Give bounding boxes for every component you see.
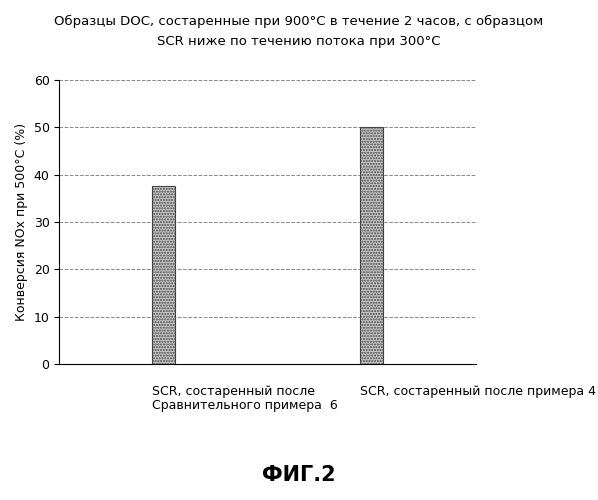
Bar — [152, 186, 175, 364]
Text: ФИГ.2: ФИГ.2 — [262, 465, 336, 485]
Text: Образцы DOC, состаренные при 900°C в течение 2 часов, с образцом: Образцы DOC, состаренные при 900°C в теч… — [54, 15, 544, 28]
Bar — [360, 128, 383, 364]
Text: SCR, состаренный после: SCR, состаренный после — [152, 385, 315, 398]
Text: Сравнительного примера  6: Сравнительного примера 6 — [152, 400, 338, 412]
Text: SCR, состаренный после примера 4: SCR, состаренный после примера 4 — [360, 385, 596, 398]
Y-axis label: Конверсия NOx при 500°C (%): Конверсия NOx при 500°C (%) — [15, 123, 28, 321]
Text: SCR ниже по течению потока при 300°C: SCR ниже по течению потока при 300°C — [157, 35, 441, 48]
